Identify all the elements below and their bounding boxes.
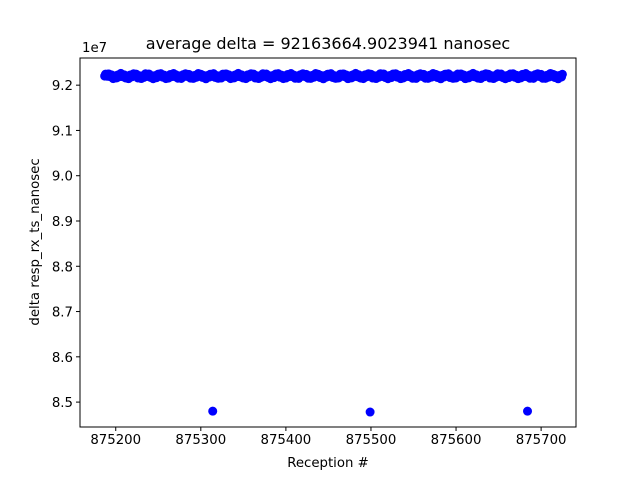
axes-frame [79,57,577,428]
x-tick-label: 875300 [175,433,226,448]
x-tick-label: 875600 [431,433,482,448]
x-tick-label: 875500 [346,433,397,448]
y-tick-label: 8.8 [52,260,73,275]
chart-title: average delta = 92163664.9023941 nanosec [146,34,510,53]
y-tick-label: 8.9 [52,215,73,230]
y-tick-label: 9.2 [52,79,73,94]
outlier-point [365,407,375,417]
y-offset-label: 1e7 [82,41,107,56]
x-tick-label: 875400 [261,433,312,448]
outlier-point [208,406,218,416]
plot-area: 875200 875300 875400 875500 875600 875700 8.5 8… [52,57,577,448]
y-tick-label: 8.7 [52,306,73,321]
outlier-point [523,406,533,416]
x-tick-label: 875200 [90,433,141,448]
x-axis-label: Reception # [287,456,369,471]
y-tick-label: 9.0 [52,170,73,185]
y-tick-label: 8.6 [52,351,73,366]
y-axis-label: delta resp_rx_ts_nanosec [28,158,43,325]
y-tick-label: 8.5 [52,396,73,411]
y-tick-label: 9.1 [52,124,73,139]
data-point [557,69,567,79]
x-tick-label: 875700 [516,433,567,448]
